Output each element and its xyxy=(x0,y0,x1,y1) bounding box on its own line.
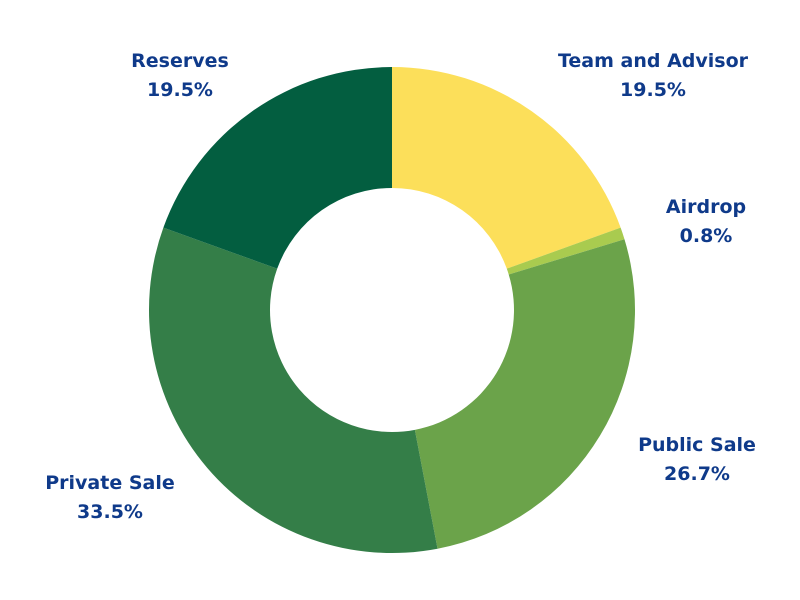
slices-group xyxy=(149,66,635,554)
slice-private-sale xyxy=(149,227,438,554)
slice-label-public-sale: Public Sale xyxy=(638,434,756,456)
slice-value-reserves: 19.5% xyxy=(147,79,213,101)
slice-value-private-sale: 33.5% xyxy=(77,501,143,523)
slice-public-sale xyxy=(414,239,635,549)
slice-reserves xyxy=(163,66,392,269)
slice-value-public-sale: 26.7% xyxy=(664,463,730,485)
labels-group: Team and Advisor 19.5% Airdrop 0.8% Public S… xyxy=(45,50,756,523)
slice-label-private-sale: Private Sale xyxy=(45,472,175,494)
slice-team-and-advisor xyxy=(392,67,621,269)
slice-airdrop xyxy=(506,227,625,275)
slice-value-team-and-advisor: 19.5% xyxy=(620,79,686,101)
slice-value-airdrop: 0.8% xyxy=(680,225,733,247)
slice-label-team-and-advisor: Team and Advisor xyxy=(558,50,749,72)
slice-label-airdrop: Airdrop xyxy=(666,196,746,218)
slice-label-reserves: Reserves xyxy=(131,50,229,72)
